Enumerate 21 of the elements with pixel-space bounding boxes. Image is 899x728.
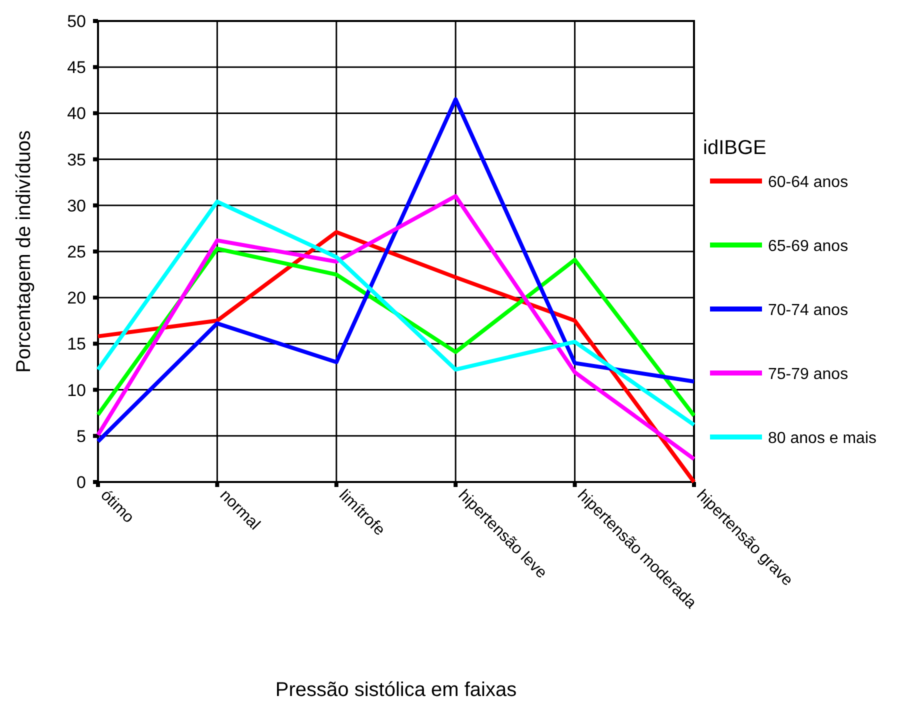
y-tick-label: 0 <box>76 472 86 492</box>
legend-title: idIBGE <box>703 137 766 159</box>
x-axis-title: Pressão sistólica em faixas <box>275 679 517 701</box>
line-series <box>96 97 696 444</box>
line-series <box>96 200 696 427</box>
legend-label: 60-64 anos <box>768 174 848 191</box>
y-tick-label: 5 <box>76 426 86 446</box>
legend-label: 65-69 anos <box>768 238 848 255</box>
y-tick-label: 10 <box>67 380 86 400</box>
y-tick-label: 25 <box>67 242 86 262</box>
y-tick-label: 35 <box>67 150 86 170</box>
y-tick-label: 20 <box>67 288 86 308</box>
y-tick-label: 50 <box>67 12 86 31</box>
y-tick-label: 40 <box>67 104 86 124</box>
y-axis-title: Porcentagem de indivíduos <box>13 130 35 373</box>
y-tick-label: 45 <box>67 58 86 78</box>
y-tick-label: 15 <box>67 334 86 354</box>
legend-label: 70-74 anos <box>768 302 848 319</box>
y-tick-label: 30 <box>67 196 86 216</box>
legend-label: 80 anos e mais <box>768 430 877 447</box>
legend-label: 75-79 anos <box>768 366 848 383</box>
